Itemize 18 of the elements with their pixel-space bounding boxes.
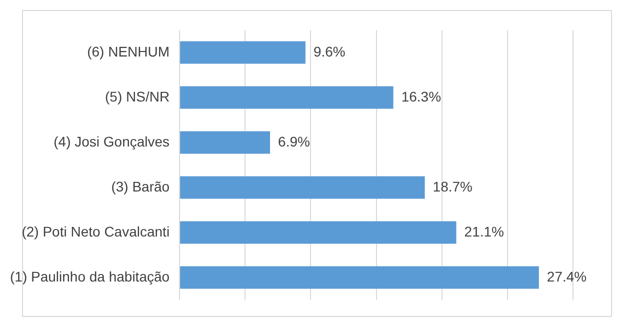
bar [180, 41, 306, 64]
bar [180, 176, 425, 199]
data-label: 16.3% [401, 88, 442, 104]
y-tick-label: (4) Josi Gonçalves [54, 133, 170, 150]
y-tick-label: (5) NS/NR [104, 88, 170, 104]
data-label: 6.9% [278, 133, 310, 150]
data-label: 18.7% [432, 178, 473, 194]
data-label: 21.1% [464, 223, 504, 240]
y-tick-label: (2) Poti Neto Cavalcanti [22, 223, 170, 240]
bar [180, 221, 456, 244]
bar [180, 131, 270, 154]
bar [180, 266, 539, 289]
y-tick-label: (6) NENHUM [87, 43, 170, 60]
y-tick-label: (1) Paulinho da habitação [10, 268, 170, 284]
bar [180, 86, 394, 109]
data-label: 27.4% [546, 268, 587, 284]
y-tick-label: (3) Barão [111, 178, 170, 194]
data-label: 9.6% [313, 43, 346, 60]
